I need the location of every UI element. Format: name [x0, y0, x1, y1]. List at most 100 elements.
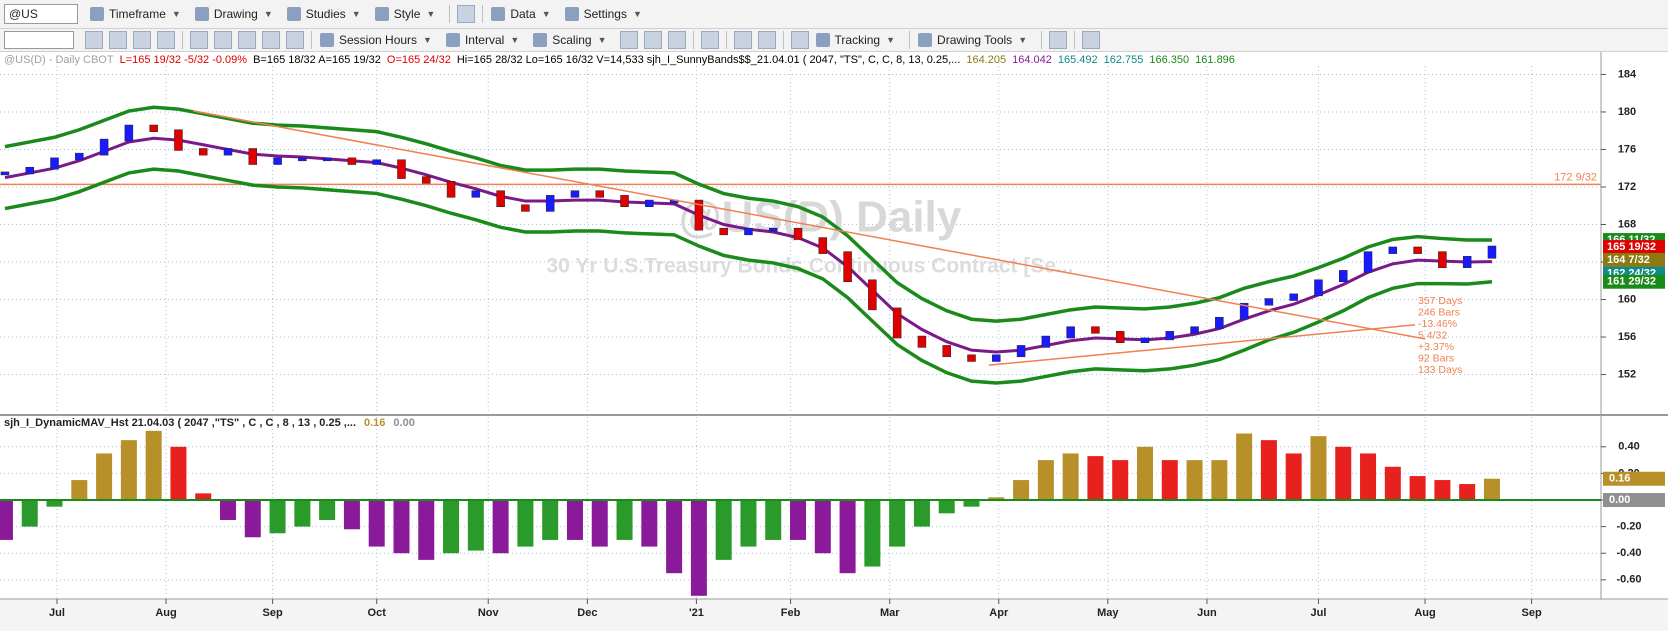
histogram-bar	[790, 500, 807, 540]
candle	[719, 227, 728, 236]
toolbar-button[interactable]: Studies ▼	[286, 7, 361, 21]
candle	[1165, 331, 1175, 341]
candle	[50, 157, 59, 170]
icon-button[interactable]	[667, 31, 686, 49]
toolbar-button[interactable]: Timeframe ▼	[90, 7, 181, 21]
icon-button[interactable]	[286, 31, 304, 49]
icon-button[interactable]	[85, 31, 103, 49]
histogram-bar	[467, 500, 484, 551]
histogram-bar	[120, 440, 137, 501]
candle	[1066, 326, 1075, 339]
icon-button[interactable]	[733, 31, 752, 49]
trend-annotation: -13.46%	[1418, 318, 1457, 330]
histogram-bar	[566, 500, 583, 540]
histogram-bar	[542, 500, 559, 540]
candle	[645, 199, 654, 207]
icon-button[interactable]	[757, 31, 776, 49]
candle	[1388, 246, 1398, 254]
icon-button[interactable]	[643, 31, 662, 49]
candle	[967, 354, 976, 362]
icon-button[interactable]	[619, 31, 638, 49]
histogram-bar	[1285, 453, 1302, 501]
histogram-bar	[492, 500, 509, 554]
header-segment: L=165 19/32 -5/32 -0.09%	[120, 54, 248, 66]
toolbar-button[interactable]: Data ▼	[491, 7, 551, 21]
toolbar-button[interactable]: Settings ▼	[564, 7, 642, 21]
trendline	[988, 324, 1416, 366]
toolbar-button[interactable]: Tracking ▼	[815, 33, 895, 47]
symbol-box[interactable]: @US	[4, 4, 78, 24]
y-tick-label: 180	[1618, 106, 1636, 118]
candle	[1239, 302, 1249, 320]
candle	[174, 129, 183, 151]
y-tick-label: -0.20	[1616, 521, 1641, 533]
y-tick-label: -0.40	[1616, 547, 1641, 559]
candle	[75, 152, 84, 161]
icon-button[interactable]	[1049, 31, 1068, 49]
toolbar-button[interactable]: Style ▼	[374, 7, 435, 21]
histogram-bar	[96, 453, 113, 501]
toolbar-button[interactable]: Drawing ▼	[194, 7, 273, 21]
button-label: Studies	[305, 7, 346, 21]
histogram-bar	[517, 500, 534, 547]
trend-annotation: 5 4/32	[1418, 329, 1447, 341]
histogram-bar	[889, 500, 906, 547]
histogram-bar	[864, 500, 881, 567]
histogram-bar	[1112, 460, 1129, 501]
toolbar-button[interactable]: Interval ▼	[445, 33, 519, 47]
header-segment: 165.492	[1058, 54, 1098, 66]
input-box[interactable]	[4, 31, 74, 49]
histogram-bar	[1136, 446, 1153, 501]
histogram-bar	[368, 500, 385, 547]
icon-button[interactable]	[457, 5, 476, 23]
indicator-value: 0.00	[393, 417, 414, 429]
histogram-bar	[740, 500, 757, 547]
chart-header: @US(D) - Daily CBOT L=165 19/32 -5/32 -0.…	[4, 54, 1235, 66]
histogram-bar	[244, 500, 261, 538]
toolbar-button[interactable]: Scaling ▼	[533, 33, 607, 47]
price-tag	[1603, 240, 1665, 255]
value-tag	[1603, 471, 1665, 486]
candle	[397, 159, 406, 179]
histogram-bar	[1483, 478, 1500, 501]
icon-button[interactable]	[262, 31, 280, 49]
header-segment: B=165 18/32 A=165 19/32	[253, 54, 381, 66]
icon-button[interactable]	[214, 31, 232, 49]
histogram-bar	[690, 500, 707, 596]
histogram-bar	[443, 500, 460, 554]
icon-button[interactable]	[133, 31, 151, 49]
candle	[1438, 251, 1447, 268]
candle	[124, 124, 134, 142]
histogram-bar	[195, 493, 212, 501]
icon-button[interactable]	[790, 31, 809, 49]
level-label: 172 9/32	[1554, 171, 1597, 183]
toolbar-button[interactable]: Drawing Tools ▼	[918, 33, 1027, 47]
icon-button[interactable]	[1082, 31, 1101, 49]
icon-button[interactable]	[109, 31, 127, 49]
histogram-bar	[393, 500, 410, 554]
icon-button[interactable]	[700, 31, 719, 49]
trend-annotation: +3.37%	[1418, 341, 1454, 353]
x-tick-label: Aug	[1414, 607, 1435, 619]
histogram-bar	[1211, 460, 1228, 501]
x-tick-label: Feb	[781, 607, 801, 619]
value-tag-label: 0.16	[1609, 473, 1630, 485]
candle	[422, 176, 431, 184]
header-segment: 161.896	[1195, 54, 1235, 66]
histogram-bar	[814, 500, 831, 554]
icon-button[interactable]	[190, 31, 208, 49]
x-tick-label: May	[1097, 607, 1119, 619]
histogram-bar	[765, 500, 782, 540]
icon-button[interactable]	[157, 31, 175, 49]
icon-button[interactable]	[238, 31, 256, 49]
toolbar-main: @US Timeframe ▼ Drawing ▼ Studies ▼ Style ▼ …	[0, 0, 1668, 29]
candle	[273, 157, 282, 165]
histogram-bar	[343, 500, 360, 530]
x-tick-label: Oct	[368, 607, 387, 619]
histogram-bar	[269, 500, 286, 534]
candle	[1314, 279, 1323, 297]
histogram-bar	[170, 446, 187, 501]
candle	[1140, 337, 1150, 343]
toolbar-button[interactable]: Session Hours ▼	[320, 33, 432, 47]
candle	[1264, 298, 1274, 306]
